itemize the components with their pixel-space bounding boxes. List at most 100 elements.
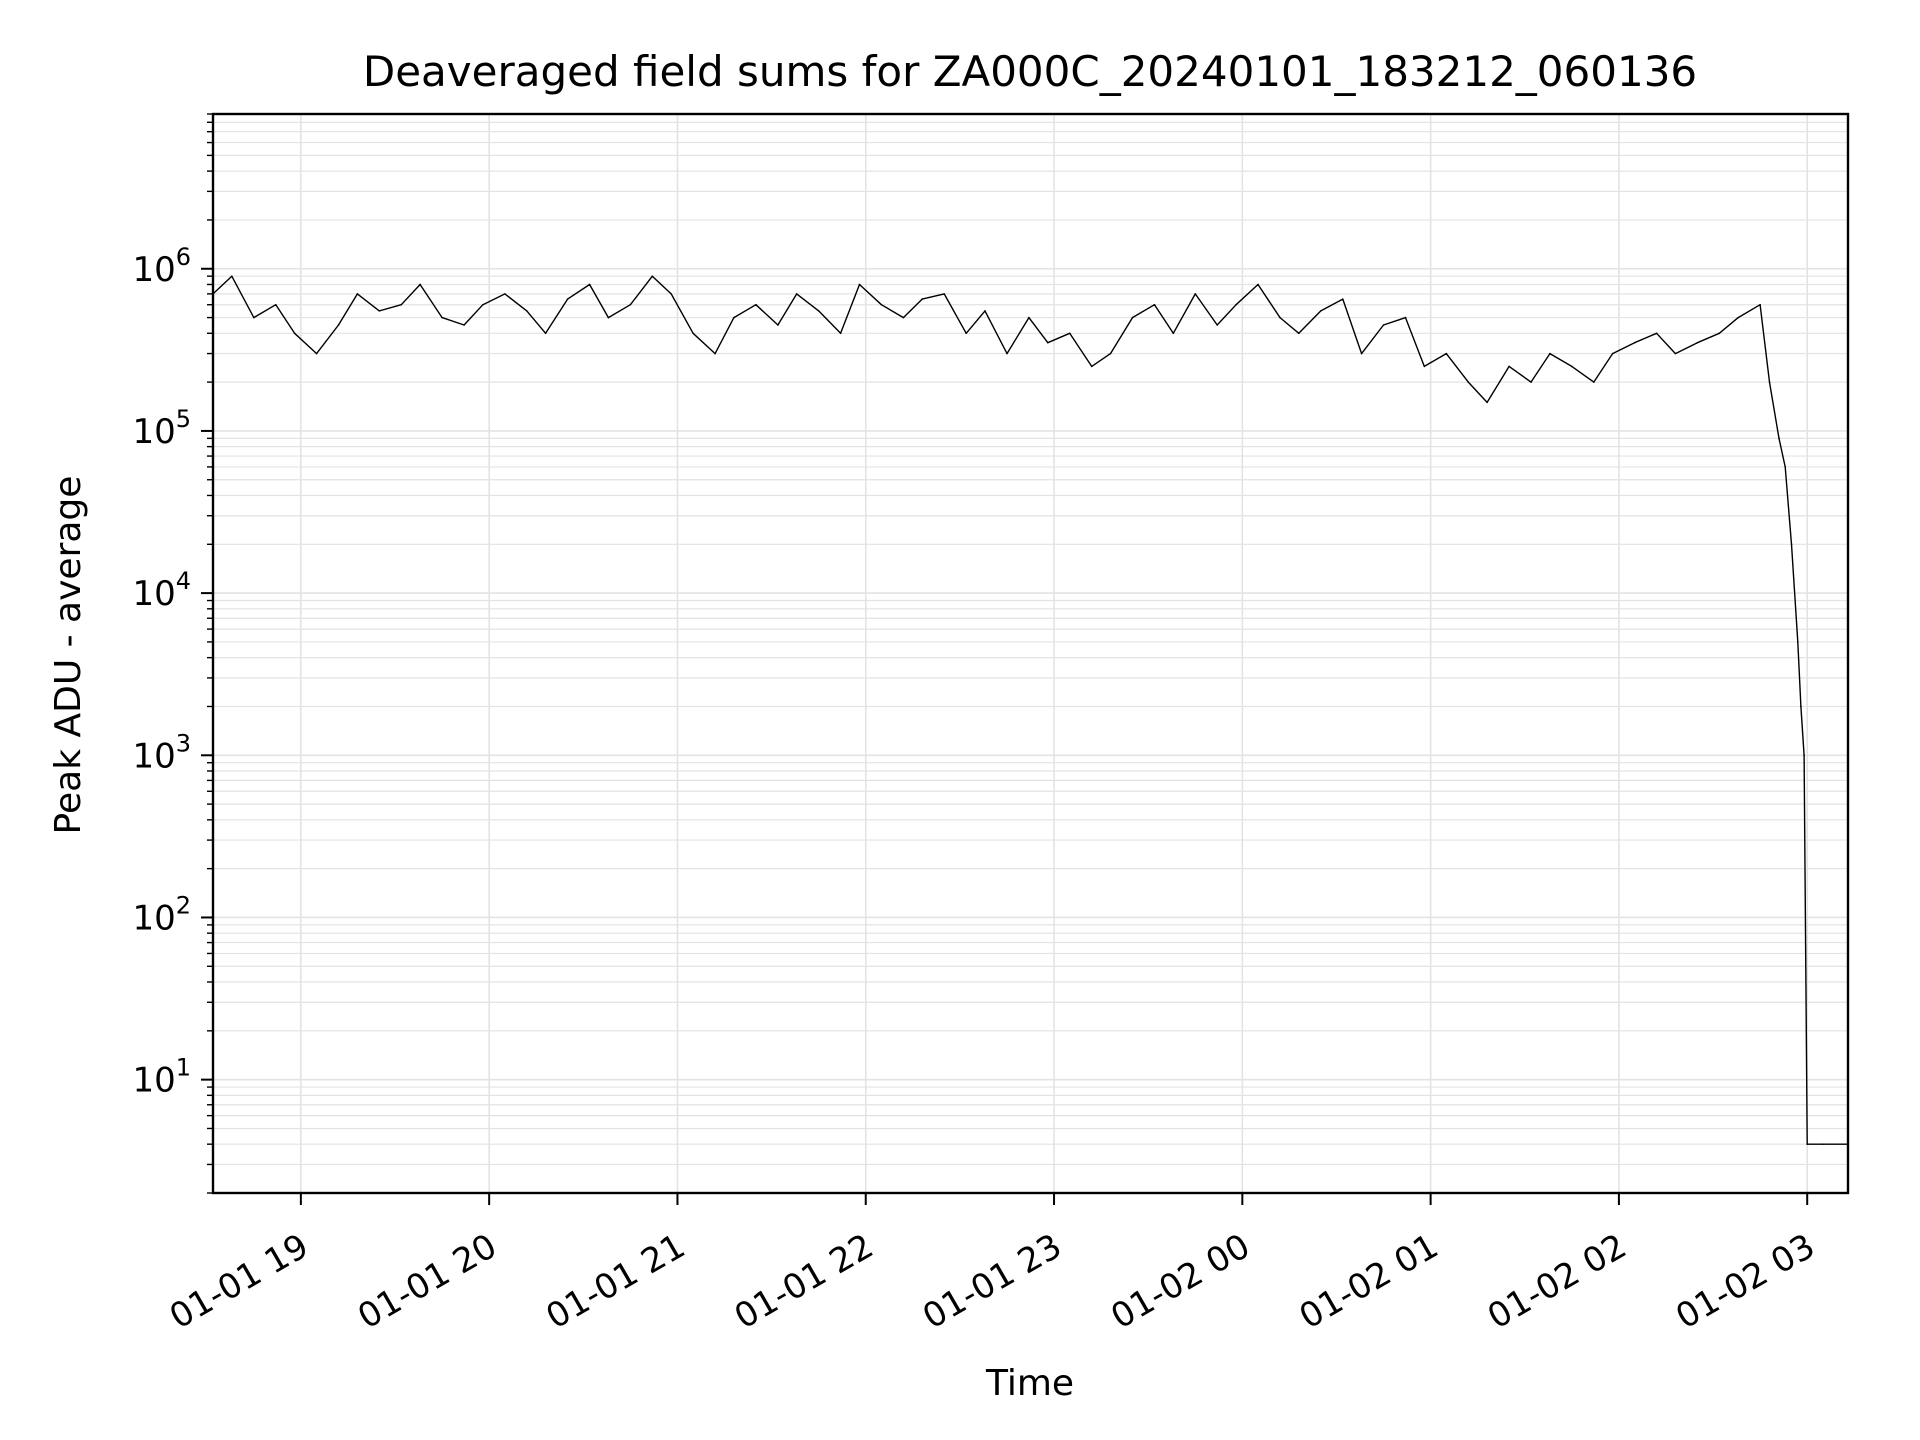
data-point <box>1279 316 1281 319</box>
y-tick-base: 10 <box>132 1061 175 1101</box>
y-tick-label: 102 <box>132 891 191 938</box>
data-point <box>795 293 798 295</box>
chart-title: Deaveraged field sums for ZA000C_2024010… <box>363 47 1697 96</box>
y-tick-base: 10 <box>132 250 175 290</box>
data-point <box>544 332 547 335</box>
data-point <box>1718 332 1721 335</box>
data-point <box>984 310 986 312</box>
data-point <box>1131 316 1134 319</box>
data-point <box>1696 341 1699 344</box>
data-point <box>274 303 277 306</box>
plot-area <box>212 275 1849 1145</box>
x-tick-label: 01-01 21 <box>540 1226 692 1337</box>
x-axis-label: Time <box>985 1363 1074 1404</box>
data-point <box>692 332 694 335</box>
data-point <box>1796 641 1799 643</box>
data-point <box>880 303 883 306</box>
data-point <box>231 275 233 277</box>
data-point <box>419 283 421 286</box>
data-point <box>482 303 484 306</box>
data-point <box>817 310 820 312</box>
y-tick-label: 105 <box>132 405 191 452</box>
x-tick-label: 01-01 19 <box>163 1226 315 1337</box>
data-point <box>378 310 381 312</box>
y-tick-exponent: 6 <box>176 243 191 271</box>
data-point <box>504 293 506 295</box>
data-point <box>1800 705 1802 708</box>
data-point <box>1790 543 1793 546</box>
data-point <box>441 316 443 319</box>
y-tick-exponent: 4 <box>176 567 191 595</box>
data-point <box>629 303 632 306</box>
data-point <box>1319 310 1322 312</box>
data-point <box>463 324 465 326</box>
data-point <box>1803 754 1805 757</box>
data-point <box>1486 401 1488 404</box>
data-point <box>1759 303 1761 306</box>
data-point <box>651 275 654 277</box>
data-point <box>356 293 359 295</box>
data-point <box>1445 352 1448 355</box>
y-tick-exponent: 1 <box>176 1054 191 1082</box>
data-point <box>1633 341 1636 344</box>
y-tick-label: 103 <box>132 729 191 776</box>
data-point <box>1549 352 1551 355</box>
data-point <box>1109 352 1112 355</box>
data-point <box>1778 437 1780 440</box>
data-point <box>839 332 842 335</box>
data-point <box>1530 381 1532 383</box>
y-tick-base: 10 <box>132 898 175 938</box>
data-point <box>670 293 672 295</box>
data-point <box>733 316 735 319</box>
data-point <box>1153 303 1156 306</box>
y-tick-base: 10 <box>132 412 175 452</box>
data-point <box>1172 332 1175 335</box>
data-point <box>1360 352 1363 355</box>
y-tick-exponent: 3 <box>176 729 191 757</box>
data-point <box>526 310 528 312</box>
data-point <box>777 324 779 326</box>
data-point <box>1423 365 1426 368</box>
y-tick-base: 10 <box>132 736 175 776</box>
y-tick-label: 106 <box>132 243 191 290</box>
data-point <box>1046 341 1049 344</box>
data-point <box>1655 332 1658 335</box>
data-point <box>902 316 905 319</box>
data-point <box>1298 332 1300 335</box>
y-tick-label: 104 <box>132 567 191 614</box>
data-point <box>400 303 403 306</box>
y-tick-base: 10 <box>132 574 175 614</box>
data-point <box>714 352 716 355</box>
data-point <box>1257 283 1259 286</box>
y-tick-exponent: 2 <box>176 891 191 919</box>
data-point <box>1006 352 1008 355</box>
data-point <box>1194 293 1197 295</box>
axes-frame <box>211 112 1850 1195</box>
data-point <box>1737 316 1739 319</box>
grid-lines <box>213 113 1848 1194</box>
data-point <box>1593 381 1595 383</box>
data-point <box>1068 332 1071 335</box>
data-point <box>1235 303 1237 306</box>
data-point <box>1822 1143 1824 1145</box>
data-point <box>965 332 967 335</box>
x-tick-label: 01-02 03 <box>1669 1226 1821 1337</box>
data-point <box>1806 1143 1809 1145</box>
data-point <box>755 303 757 306</box>
x-tick-label: 01-01 20 <box>351 1226 503 1337</box>
data-point <box>1341 298 1344 300</box>
data-point <box>1508 365 1510 368</box>
x-tick-label: 01-01 23 <box>916 1226 1068 1337</box>
data-point <box>252 316 255 319</box>
data-point <box>1674 352 1677 355</box>
data-point <box>1571 365 1573 368</box>
y-tick-label: 101 <box>132 1054 191 1101</box>
data-point <box>315 352 318 355</box>
x-tick-label: 01-02 00 <box>1104 1226 1256 1337</box>
data-point <box>1382 324 1385 326</box>
data-point <box>1404 316 1407 319</box>
data-point <box>1028 316 1030 319</box>
data-point <box>1768 381 1771 383</box>
